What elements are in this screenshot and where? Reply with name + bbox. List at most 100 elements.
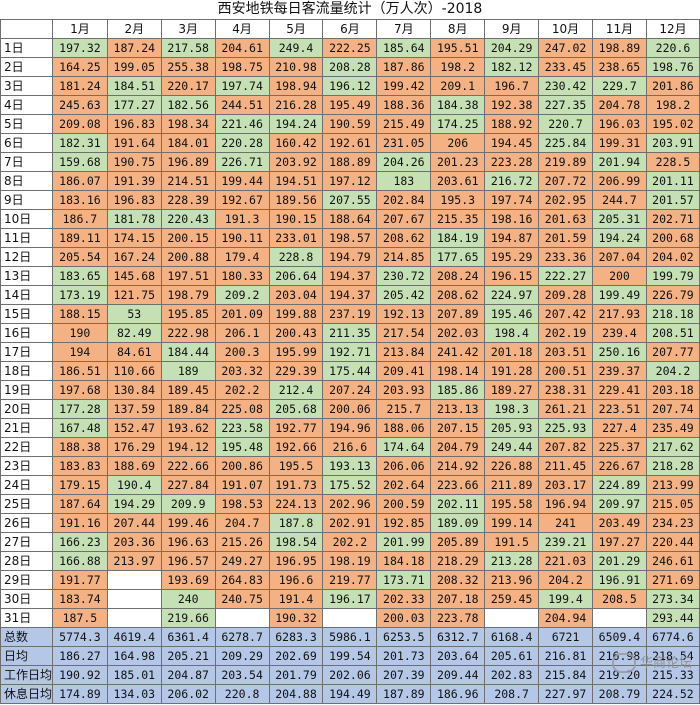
value-cell: 173.71	[376, 570, 432, 590]
value-cell: 198.57	[322, 228, 378, 248]
value-cell: 194	[52, 342, 108, 362]
value-cell: 199.42	[376, 76, 432, 96]
value-cell: 211.35	[322, 323, 378, 343]
day-label: 20日	[0, 399, 54, 419]
value-cell: 198.53	[214, 494, 270, 514]
value-cell: 137.59	[106, 399, 162, 419]
summary-label: 总数	[0, 627, 54, 647]
month-header: 6月	[322, 19, 378, 39]
value-cell: 200.03	[376, 608, 432, 628]
value-cell: 226.88	[484, 456, 540, 476]
month-header: 8月	[430, 19, 486, 39]
value-cell: 196.17	[322, 589, 378, 609]
value-cell: 217.58	[160, 38, 216, 58]
value-cell: 198.2	[645, 95, 700, 115]
day-label: 21日	[0, 418, 54, 438]
day-label: 26日	[0, 513, 54, 533]
value-cell: 218.28	[645, 456, 700, 476]
value-cell: 213.97	[106, 551, 162, 571]
value-cell: 249.44	[484, 437, 540, 457]
day-label: 15日	[0, 304, 54, 324]
day-label: 12日	[0, 247, 54, 267]
value-cell: 196.6	[268, 570, 324, 590]
value-cell: 196.12	[322, 76, 378, 96]
value-cell: 239.4	[592, 323, 647, 343]
value-cell: 196.95	[268, 551, 324, 571]
value-cell: 207.44	[106, 513, 162, 533]
summary-cell: 215.84	[538, 665, 593, 685]
value-cell: 293.44	[645, 608, 700, 628]
value-cell: 198.2	[430, 57, 486, 77]
summary-cell: 6721	[538, 627, 593, 647]
value-cell: 189.56	[268, 190, 324, 210]
value-cell	[106, 589, 162, 609]
value-cell: 188.92	[484, 114, 540, 134]
value-cell: 189.45	[160, 380, 216, 400]
summary-cell: 220.8	[214, 684, 270, 704]
value-cell: 202.96	[322, 494, 378, 514]
value-cell: 188.36	[376, 95, 432, 115]
value-cell: 220.17	[160, 76, 216, 96]
table-row: 8日 186.07 191.39 214.51 199.44 194.51 197.12 18…	[0, 171, 700, 191]
ridership-table: 1月 2月 3月 4月 5月 6月 7月 8月 9月 10月 11月 12月 1日 197.32 187.…	[0, 19, 700, 704]
value-cell: 202.2	[322, 532, 378, 552]
day-label: 3日	[0, 76, 54, 96]
value-cell: 199.49	[592, 285, 647, 305]
value-cell: 199.4	[538, 589, 593, 609]
value-cell: 239.21	[538, 532, 593, 552]
table-row: 31日 187.5 219.66 190.32 200.03 223.78 204.94 29…	[0, 608, 700, 628]
table-row: 27日 166.23 203.36 196.63 215.26 198.54 202.2 20…	[0, 532, 700, 552]
day-label: 29日	[0, 570, 54, 590]
value-cell: 196.63	[160, 532, 216, 552]
value-cell: 207.15	[430, 418, 486, 438]
value-cell: 194.96	[322, 418, 378, 438]
value-cell: 227.84	[160, 475, 216, 495]
value-cell: 177.27	[106, 95, 162, 115]
value-cell: 190.32	[268, 608, 324, 628]
table-row: 12日 205.54 167.24 200.88 179.4 228.8 194.79 214…	[0, 247, 700, 267]
summary-cell: 6253.5	[376, 627, 432, 647]
value-cell: 186.51	[52, 361, 108, 381]
value-cell: 229.39	[268, 361, 324, 381]
value-cell: 197.74	[484, 190, 540, 210]
table-row: 28日 166.88 213.97 196.57 249.27 196.95 198.19 1…	[0, 551, 700, 571]
value-cell: 130.84	[106, 380, 162, 400]
value-cell: 217.62	[645, 437, 700, 457]
value-cell: 177.65	[430, 247, 486, 267]
table-row: 29日 191.77 193.69 264.83 196.6 219.77 173.71 20…	[0, 570, 700, 590]
day-label: 6日	[0, 133, 54, 153]
summary-cell: 186.96	[430, 684, 486, 704]
value-cell: 174.15	[106, 228, 162, 248]
summary-cell: 186.27	[52, 646, 108, 666]
value-cell: 214.92	[430, 456, 486, 476]
summary-cell: 6774.6	[645, 627, 700, 647]
value-cell: 190	[52, 323, 108, 343]
value-cell: 215.49	[376, 114, 432, 134]
value-cell: 204.02	[645, 247, 700, 267]
value-cell	[106, 570, 162, 590]
value-cell: 264.83	[214, 570, 270, 590]
value-cell: 215.05	[645, 494, 700, 514]
table-row: 25日 187.64 194.29 209.9 198.53 224.13 202.96 20…	[0, 494, 700, 514]
day-label: 28日	[0, 551, 54, 571]
value-cell: 206.06	[376, 456, 432, 476]
summary-cell: 202.83	[484, 665, 540, 685]
value-cell: 202.2	[214, 380, 270, 400]
month-header-row: 1月 2月 3月 4月 5月 6月 7月 8月 9月 10月 11月 12月	[0, 19, 700, 39]
value-cell: 229.7	[592, 76, 647, 96]
value-cell: 184.38	[430, 95, 486, 115]
value-cell: 186.07	[52, 171, 108, 191]
value-cell: 225.37	[592, 437, 647, 457]
day-label: 8日	[0, 171, 54, 191]
value-cell: 244.7	[592, 190, 647, 210]
value-cell: 222.27	[538, 266, 593, 286]
value-cell: 82.49	[106, 323, 162, 343]
value-cell: 228.5	[645, 152, 700, 172]
value-cell: 241	[538, 513, 593, 533]
value-cell: 204.78	[592, 95, 647, 115]
value-cell: 213.28	[484, 551, 540, 571]
value-cell: 192.71	[322, 342, 378, 362]
summary-cell: 209.44	[430, 665, 486, 685]
table-row: 9日 183.16 196.83 228.39 192.67 189.56 207.55 20…	[0, 190, 700, 210]
value-cell: 215.35	[430, 209, 486, 229]
